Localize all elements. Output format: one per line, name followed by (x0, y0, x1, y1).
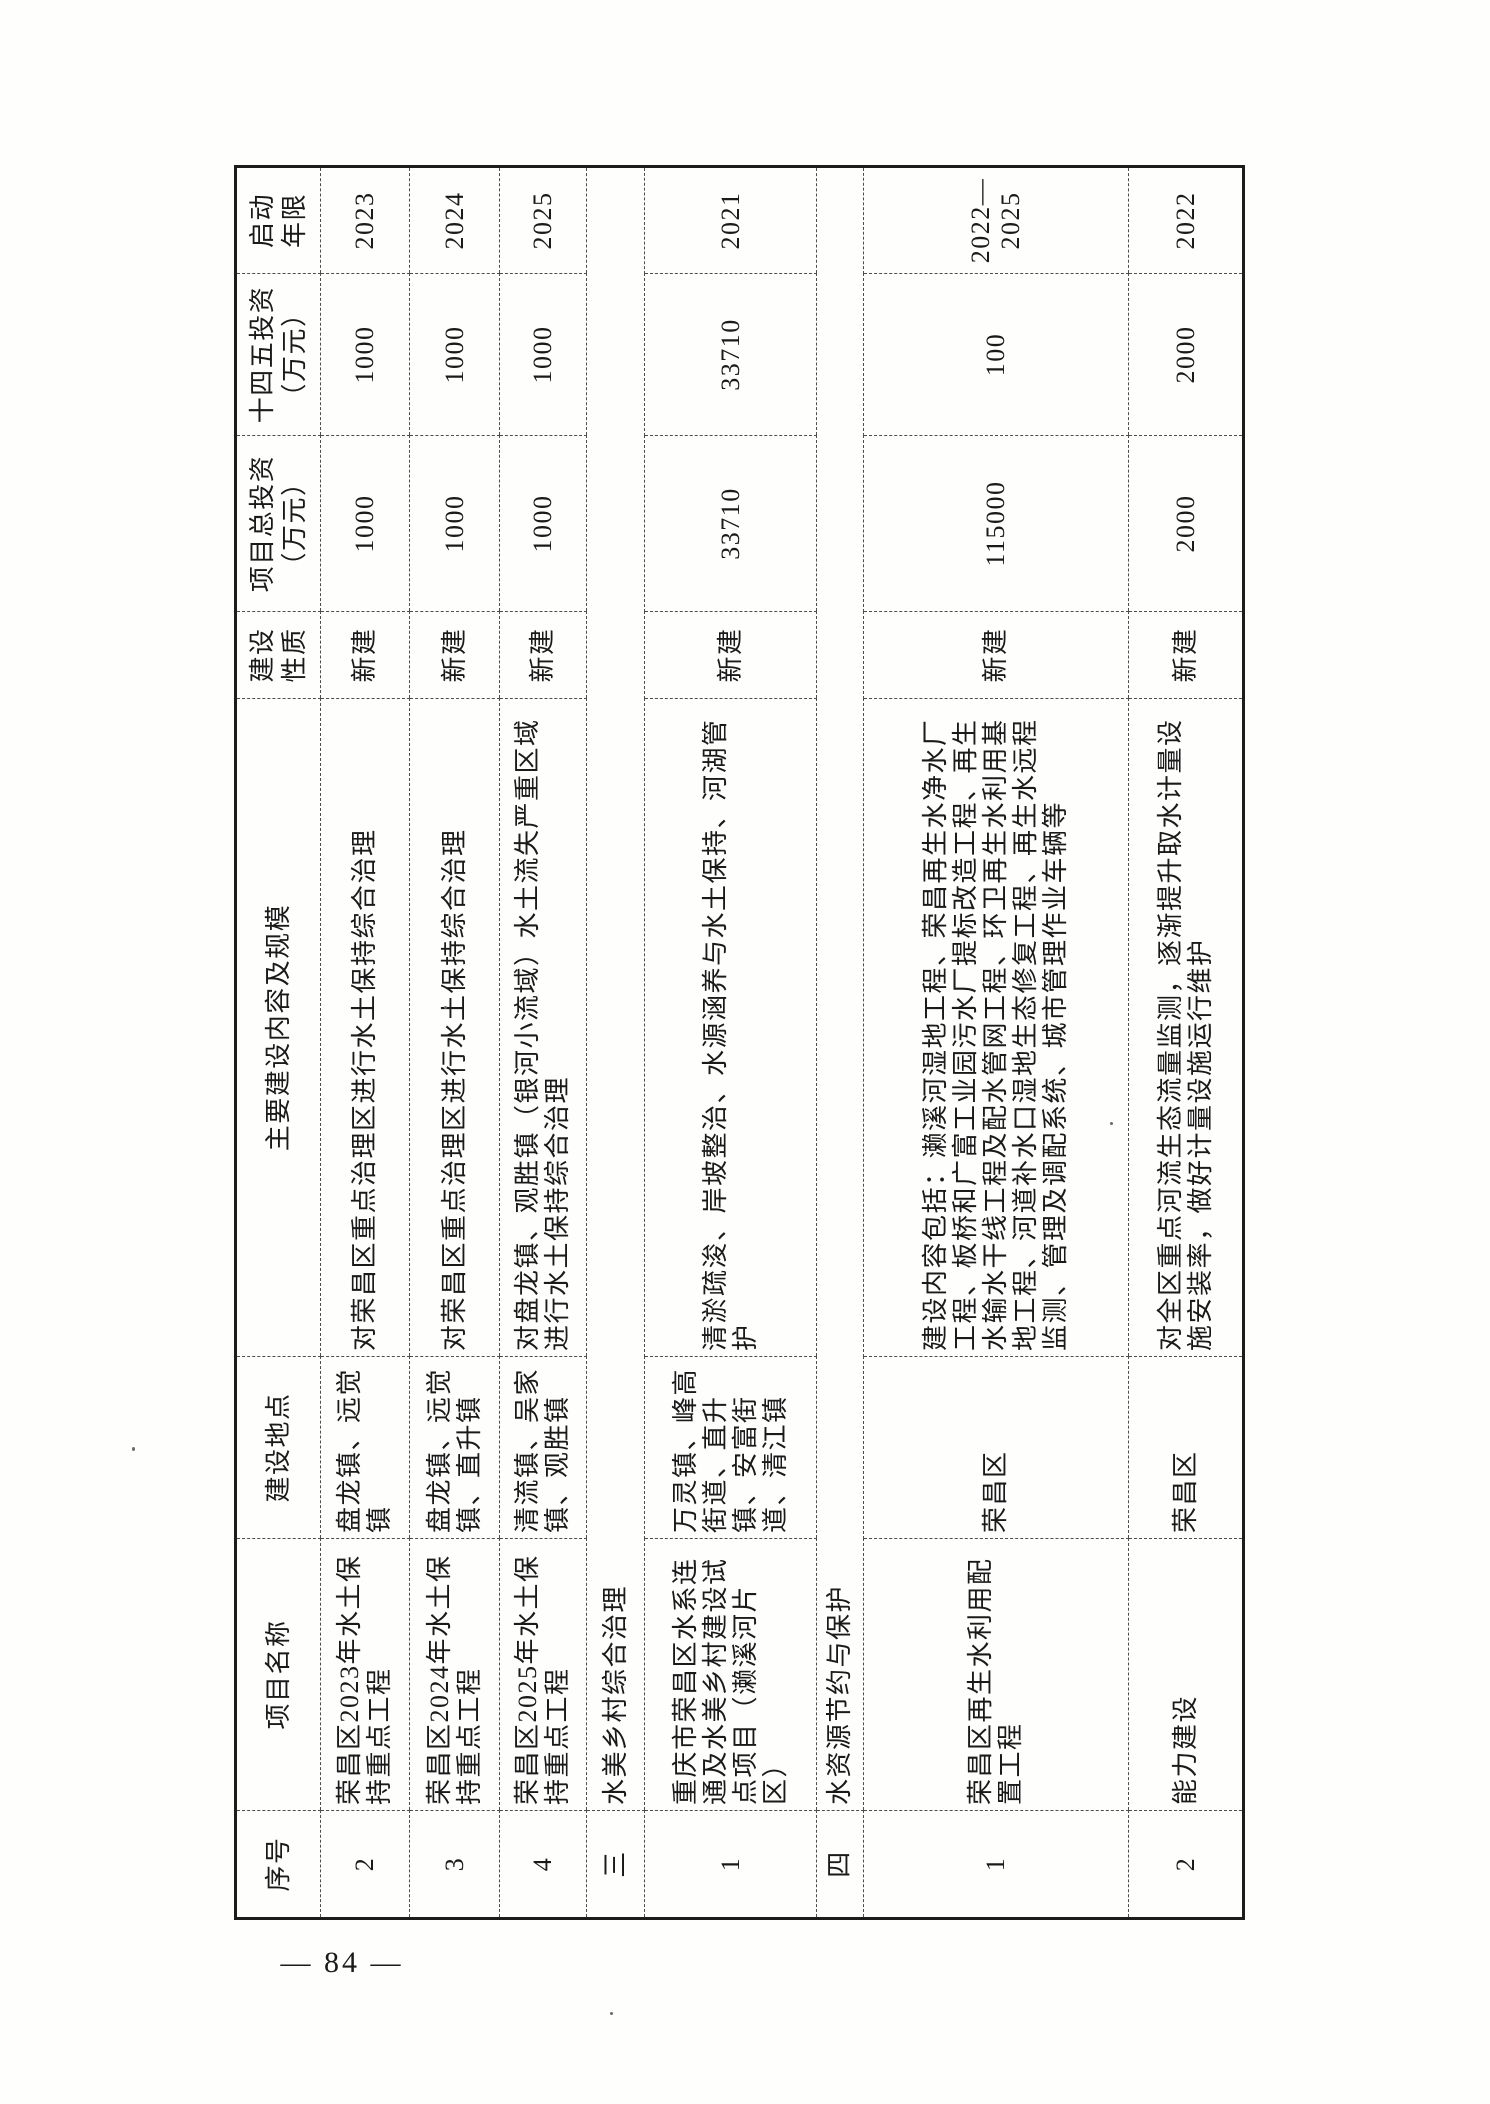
table-row: 2 荣昌区2023年水土保持重点工程 盘龙镇、远觉镇 对荣昌区重点治理区进行水土保持综… (320, 166, 410, 1919)
cell-plan-investment: 33710 (644, 273, 817, 436)
cell-plan-investment: 1000 (409, 273, 500, 436)
cell-serial: 3 (409, 1810, 500, 1919)
cell-total-investment: 1000 (499, 435, 587, 612)
cell-serial: 1 (863, 1810, 1129, 1919)
scan-speck (132, 1447, 135, 1451)
header-serial: 序号 (235, 1810, 321, 1919)
table-row: 2 能力建设 荣昌区 对全区重点河流生态流量监测，逐渐提升取水计量设施安装率，做好计量… (1128, 166, 1244, 1919)
cell-content: 对荣昌区重点治理区进行水土保持综合治理 (320, 698, 410, 1357)
cell-serial: 4 (499, 1810, 587, 1919)
cell-start-year: 2024 (409, 166, 500, 274)
cell-location: 荣昌区 (863, 1356, 1129, 1539)
cell-total-investment: 115000 (863, 435, 1129, 612)
cell-start-year: 2022—2025 (863, 166, 1129, 274)
cell-start-year: 2023 (320, 166, 410, 274)
cell-total-investment: 2000 (1128, 435, 1244, 612)
cell-start-year: 2022 (1128, 166, 1244, 274)
cell-plan-investment: 100 (863, 273, 1129, 436)
cell-total-investment: 1000 (409, 435, 500, 612)
rotated-table-inner: 序号 项目名称 建设地点 主要建设内容及规模 建设性质 项目总投资（万元） 十四… (234, 165, 1245, 1920)
cell-serial: 1 (644, 1810, 817, 1919)
cell-serial: 四 (816, 1810, 864, 1919)
cell-serial: 三 (586, 1810, 645, 1919)
scan-speck (444, 1006, 447, 1009)
cell-project-name: 重庆市荣昌区水系连通及水美乡村建设试点项目（濑溪河片区） (644, 1538, 817, 1811)
section-row: 三水美乡村综合治理 (586, 166, 645, 1919)
header-start-year: 启动年限 (235, 166, 321, 274)
cell-location: 清流镇、吴家镇、观胜镇 (499, 1356, 587, 1539)
cell-project-name: 能力建设 (1128, 1538, 1244, 1811)
cell-location: 盘龙镇、远觉镇、直升镇 (409, 1356, 500, 1539)
table-row: 1 重庆市荣昌区水系连通及水美乡村建设试点项目（濑溪河片区） 万灵镇、峰高街道、直升… (644, 166, 817, 1919)
cell-project-name: 荣昌区再生水利用配置工程 (863, 1538, 1129, 1811)
scan-speck (1110, 1122, 1113, 1125)
section-title: 水资源节约与保护 (816, 166, 864, 1811)
cell-serial: 2 (320, 1810, 410, 1919)
header-content: 主要建设内容及规模 (235, 698, 321, 1357)
table-row: 1 荣昌区再生水利用配置工程 荣昌区 建设内容包括：濑溪河湿地工程、荣昌再生水净水厂工… (863, 166, 1129, 1919)
header-row: 序号 项目名称 建设地点 主要建设内容及规模 建设性质 项目总投资（万元） 十四… (235, 166, 321, 1919)
page-number: — 84 — (280, 1946, 404, 1979)
cell-start-year: 2025 (499, 166, 587, 274)
table-row: 4 荣昌区2025年水土保持重点工程 清流镇、吴家镇、观胜镇 对盘龙镇、观胜镇（银河小… (499, 166, 587, 1919)
scan-speck (610, 2012, 613, 2015)
header-nature: 建设性质 (235, 611, 321, 699)
header-plan-investment: 十四五投资（万元） (235, 273, 321, 436)
cell-location: 盘龙镇、远觉镇 (320, 1356, 410, 1539)
cell-project-name: 荣昌区2023年水土保持重点工程 (320, 1538, 410, 1811)
cell-plan-investment: 1000 (320, 273, 410, 436)
cell-total-investment: 1000 (320, 435, 410, 612)
rotated-table-container: 序号 项目名称 建设地点 主要建设内容及规模 建设性质 项目总投资（万元） 十四… (234, 165, 1245, 1920)
cell-content: 清淤疏浚、岸坡整治、水源涵养与水土保持、河湖管护 (644, 698, 817, 1357)
cell-project-name: 荣昌区2024年水土保持重点工程 (409, 1538, 500, 1811)
cell-nature: 新建 (499, 611, 587, 699)
cell-plan-investment: 1000 (499, 273, 587, 436)
cell-content: 对荣昌区重点治理区进行水土保持综合治理 (409, 698, 500, 1357)
cell-nature: 新建 (863, 611, 1129, 699)
cell-serial: 2 (1128, 1810, 1244, 1919)
table-row: 3 荣昌区2024年水土保持重点工程 盘龙镇、远觉镇、直升镇 对荣昌区重点治理区进行水… (409, 166, 500, 1919)
cell-location: 万灵镇、峰高街道、直升镇、安富街道、清江镇 (644, 1356, 817, 1539)
cell-content: 对盘龙镇、观胜镇（银河小流域）水土流失严重区域进行水土保持综合治理 (499, 698, 587, 1357)
cell-nature: 新建 (320, 611, 410, 699)
section-title: 水美乡村综合治理 (586, 166, 645, 1811)
cell-plan-investment: 2000 (1128, 273, 1244, 436)
cell-content: 建设内容包括：濑溪河湿地工程、荣昌再生水净水厂工程、板桥和广富工业园污水厂提标改… (863, 698, 1129, 1357)
cell-project-name: 荣昌区2025年水土保持重点工程 (499, 1538, 587, 1811)
cell-total-investment: 33710 (644, 435, 817, 612)
header-total-investment: 项目总投资（万元） (235, 435, 321, 612)
cell-nature: 新建 (409, 611, 500, 699)
cell-nature: 新建 (1128, 611, 1244, 699)
cell-content: 对全区重点河流生态流量监测，逐渐提升取水计量设施安装率，做好计量设施运行维护 (1128, 698, 1244, 1357)
cell-location: 荣昌区 (1128, 1356, 1244, 1539)
cell-start-year: 2021 (644, 166, 817, 274)
section-row: 四水资源节约与保护 (816, 166, 864, 1919)
header-location: 建设地点 (235, 1356, 321, 1539)
cell-nature: 新建 (644, 611, 817, 699)
header-name: 项目名称 (235, 1538, 321, 1811)
project-investment-table: 序号 项目名称 建设地点 主要建设内容及规模 建设性质 项目总投资（万元） 十四… (234, 165, 1245, 1920)
